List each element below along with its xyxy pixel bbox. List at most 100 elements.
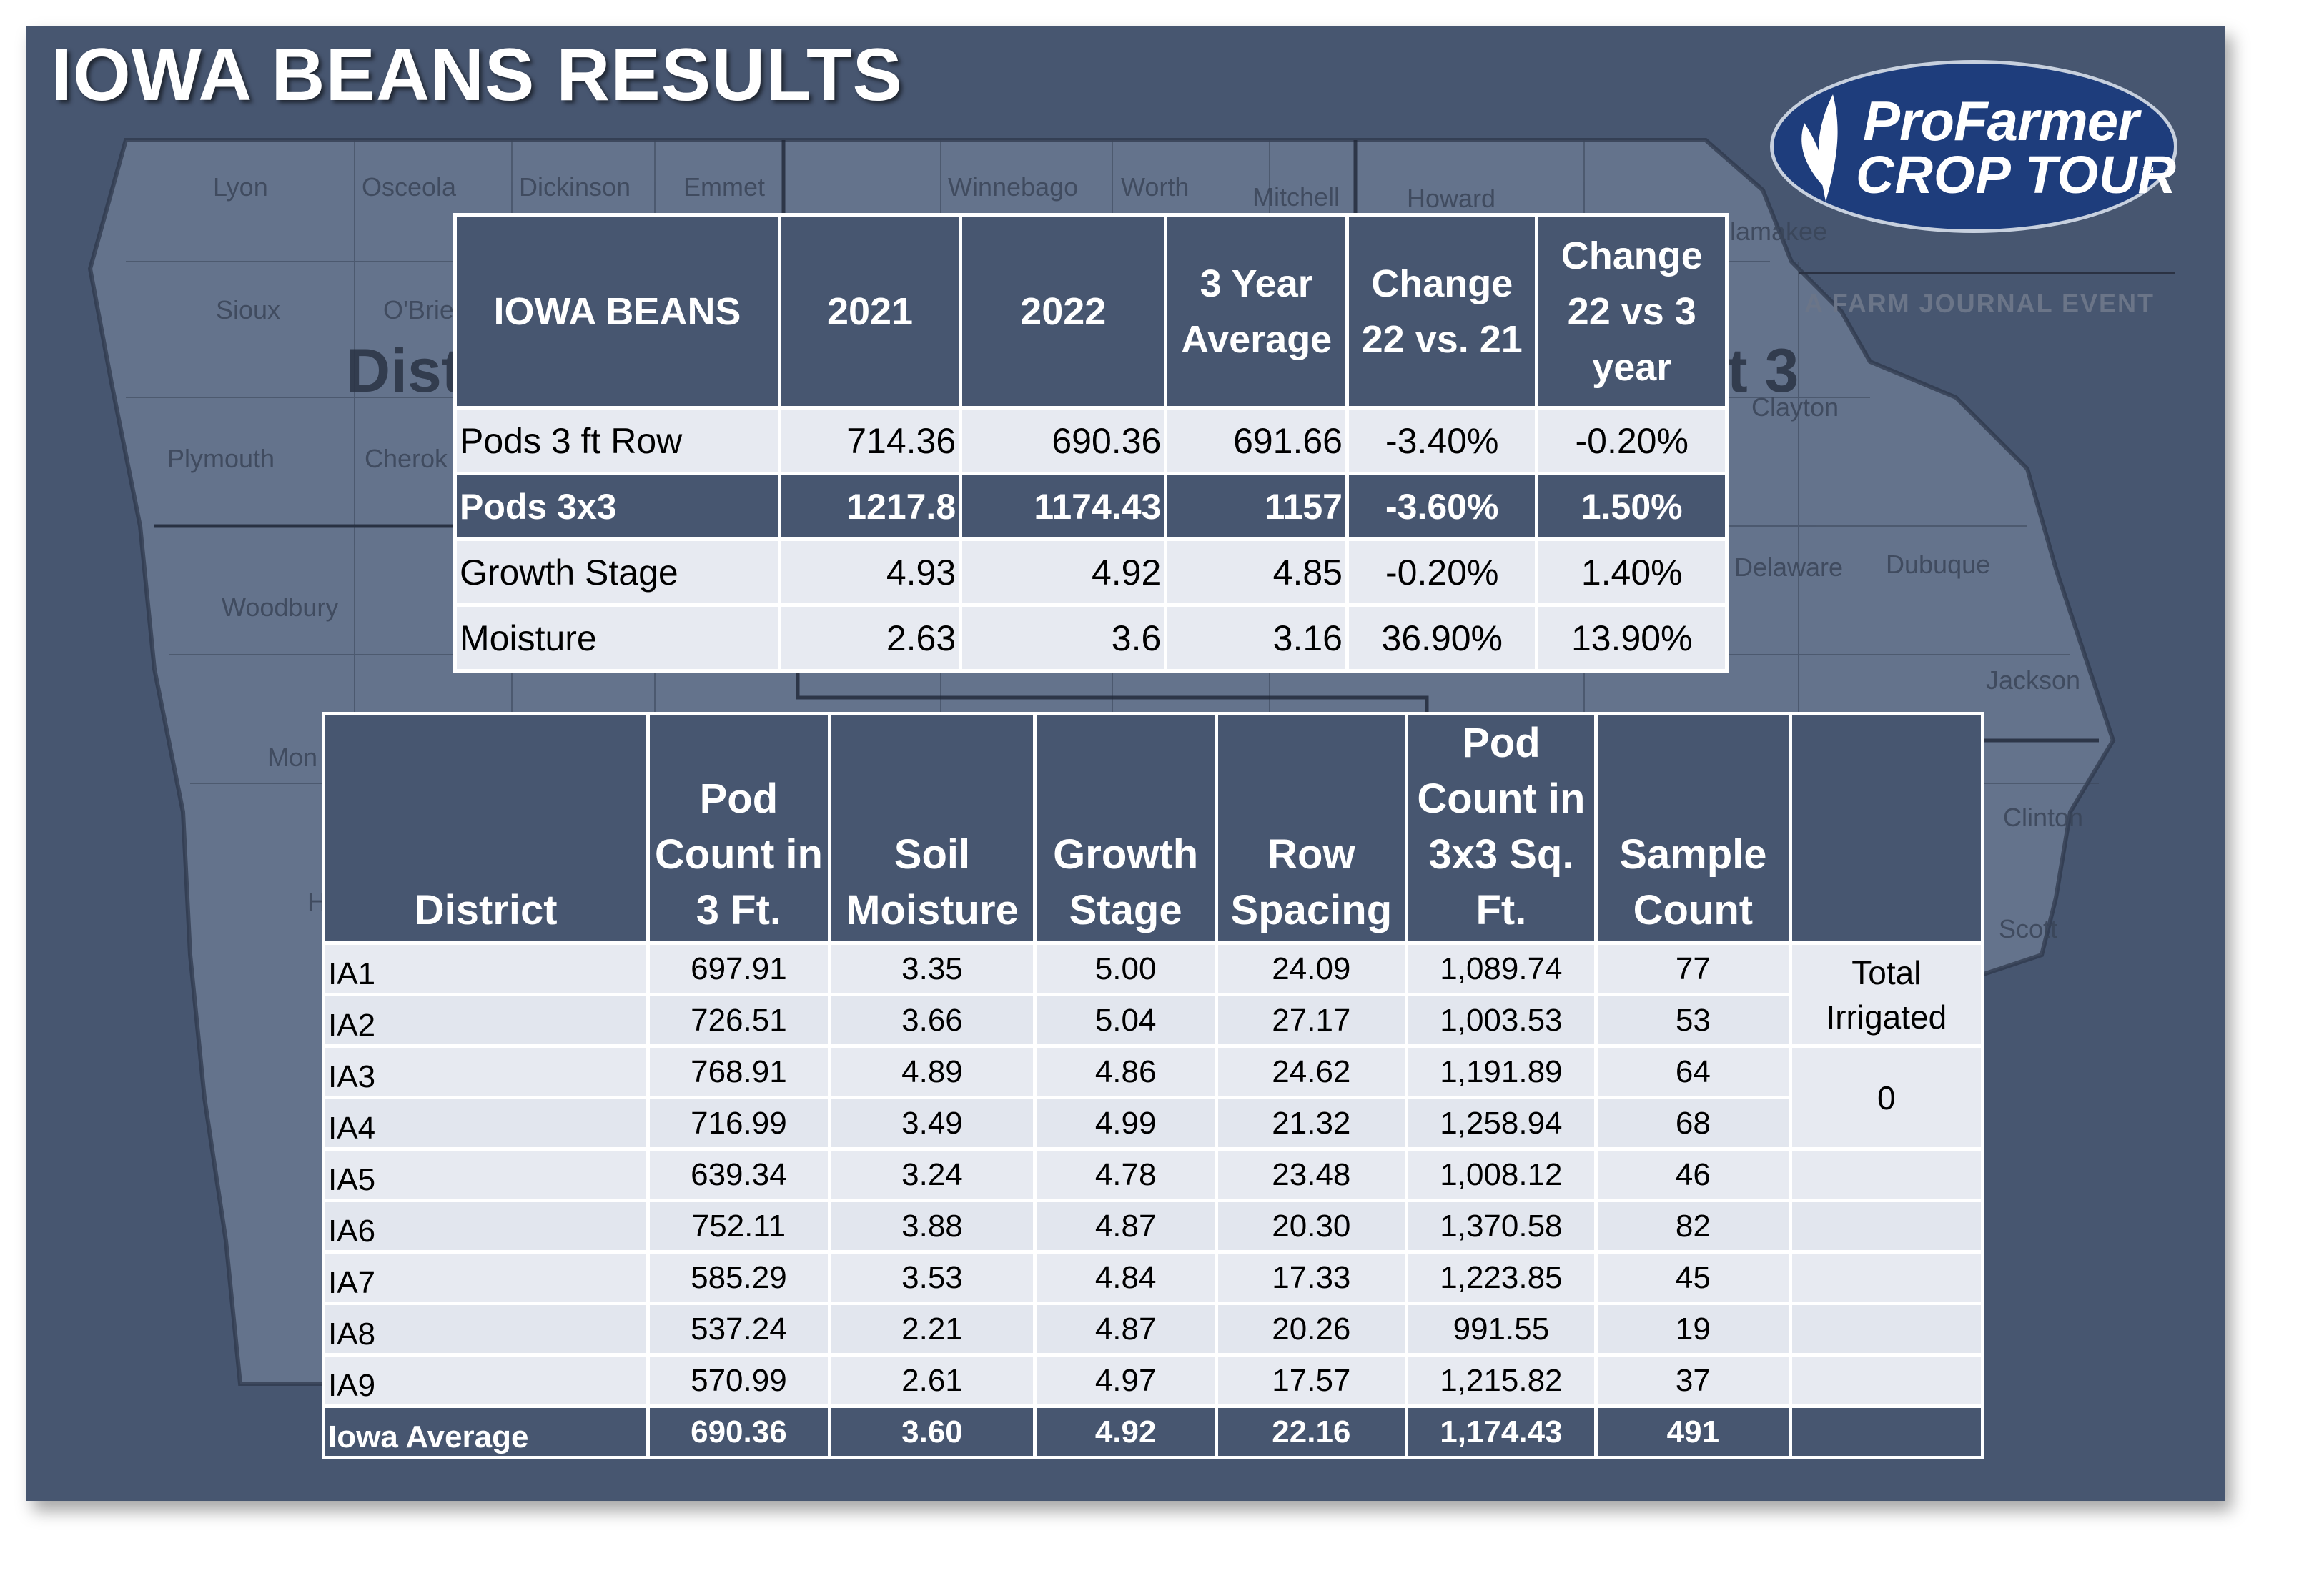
district-cell: 46 <box>1594 1147 1792 1202</box>
side-cell-empty <box>1788 1302 1985 1357</box>
county-label: Winnebago <box>948 172 1078 202</box>
district-header: Pod Count in 3 Ft. <box>646 712 831 945</box>
district-table: District Pod Count in 3 Ft. Soil Moistur… <box>321 712 1985 1459</box>
average-cell: 1,174.43 <box>1404 1404 1598 1459</box>
district-header: Sample Count <box>1594 712 1792 945</box>
district-header: Row Spacing <box>1214 712 1408 945</box>
district-label: t 3 <box>1727 337 1799 405</box>
district-cell: 1,003.53 <box>1404 993 1598 1048</box>
county-label: Delaware <box>1734 552 1843 582</box>
district-name: IA7 <box>321 1250 651 1305</box>
county-label: Plymouth <box>167 444 275 473</box>
district-row: IA6 752.11 3.88 4.87 20.30 1,370.58 82 <box>321 1199 1985 1254</box>
summary-header: IOWA BEANS <box>453 213 781 410</box>
district-header: Soil Moisture <box>827 712 1037 945</box>
district-cell: 77 <box>1594 941 1792 996</box>
district-row: IA3 768.91 4.89 4.86 24.62 1,191.89 64 0 <box>321 1044 1985 1151</box>
district-cell: 24.09 <box>1214 941 1408 996</box>
summary-row: Moisture 2.63 3.6 3.16 36.90% 13.90% <box>453 603 1729 673</box>
district-row: IA5 639.34 3.24 4.78 23.48 1,008.12 46 <box>321 1147 1985 1202</box>
district-header-row: District Pod Count in 3 Ft. Soil Moistur… <box>321 712 1985 945</box>
district-cell: 991.55 <box>1404 1302 1598 1357</box>
logo-text-crop-tour: CROP TOUR <box>1856 145 2177 204</box>
district-row: IA7 585.29 3.53 4.84 17.33 1,223.85 45 <box>321 1250 1985 1305</box>
district-cell: 1,370.58 <box>1404 1199 1598 1254</box>
summary-row-label: Pods 3x3 <box>453 472 781 541</box>
county-label: Jackson <box>1986 665 2080 695</box>
summary-cell: 36.90% <box>1345 603 1539 673</box>
summary-cell: 1217.8 <box>777 472 963 541</box>
summary-cell: 3.16 <box>1164 603 1349 673</box>
summary-cell: 4.92 <box>959 537 1168 607</box>
district-cell: 570.99 <box>646 1353 831 1408</box>
summary-header-row: IOWA BEANS 2021 2022 3 Year Average Chan… <box>453 213 1729 410</box>
summary-cell: 13.90% <box>1535 603 1729 673</box>
district-row: IA1 697.91 3.35 5.00 24.09 1,089.74 77 Total Ir… <box>321 941 1985 1048</box>
district-cell: 20.30 <box>1214 1199 1408 1254</box>
summary-row-label: Growth Stage <box>453 537 781 607</box>
district-name: IA4 <box>321 1096 651 1151</box>
leaf-icon <box>1801 94 1838 202</box>
county-label: Lyon <box>213 172 268 202</box>
district-header <box>1788 712 1985 945</box>
average-cell: 3.60 <box>827 1404 1037 1459</box>
district-cell: 21.32 <box>1214 1096 1408 1151</box>
district-cell: 726.51 <box>646 993 831 1048</box>
district-cell: 2.21 <box>827 1302 1037 1357</box>
district-name: IA2 <box>321 993 651 1048</box>
district-cell: 1,089.74 <box>1404 941 1598 996</box>
county-label: Worth <box>1121 172 1189 202</box>
district-cell: 53 <box>1594 993 1792 1048</box>
district-cell: 4.86 <box>1033 1044 1218 1099</box>
summary-header: 2021 <box>777 213 963 410</box>
district-cell: 27.17 <box>1214 993 1408 1048</box>
summary-header: 3 Year Average <box>1164 213 1349 410</box>
logo-subtitle: A FARM JOURNAL EVENT <box>1804 289 2155 318</box>
logo-oval <box>1770 60 2177 233</box>
county-label: Scott <box>1999 914 2057 943</box>
district-cell: 45 <box>1594 1250 1792 1305</box>
district-cell: 1,008.12 <box>1404 1147 1598 1202</box>
summary-table: IOWA BEANS 2021 2022 3 Year Average Chan… <box>453 213 1729 673</box>
district-cell: 1,223.85 <box>1404 1250 1598 1305</box>
average-cell: 22.16 <box>1214 1404 1408 1459</box>
side-cell-empty <box>1788 1250 1985 1305</box>
district-cell: 1,215.82 <box>1404 1353 1598 1408</box>
district-cell: 3.35 <box>827 941 1037 996</box>
district-cell: 716.99 <box>646 1096 831 1151</box>
district-name: IA8 <box>321 1302 651 1357</box>
summary-cell: 4.85 <box>1164 537 1349 607</box>
district-cell: 5.00 <box>1033 941 1218 996</box>
district-header: Pod Count in 3x3 Sq. Ft. <box>1404 712 1598 945</box>
summary-row: Pods 3 ft Row 714.36 690.36 691.66 -3.40… <box>453 406 1729 475</box>
side-cell-empty <box>1788 1199 1985 1254</box>
district-cell: 4.87 <box>1033 1199 1218 1254</box>
page-title: IOWA BEANS RESULTS <box>51 34 903 117</box>
district-row: IA9 570.99 2.61 4.97 17.57 1,215.82 37 <box>321 1353 1985 1408</box>
summary-cell: 714.36 <box>777 406 963 475</box>
trademark-mark: ™ <box>2142 164 2155 179</box>
logo: ProFarmer CROP TOUR ™ A FARM JOURNAL EVE… <box>1770 60 2185 318</box>
summary-cell: 1.50% <box>1535 472 1729 541</box>
district-cell: 17.57 <box>1214 1353 1408 1408</box>
district-name: IA5 <box>321 1147 651 1202</box>
district-cell: 537.24 <box>646 1302 831 1357</box>
county-label: Woodbury <box>222 593 338 622</box>
district-cell: 37 <box>1594 1353 1792 1408</box>
county-label: Sioux <box>216 295 280 324</box>
district-cell: 4.89 <box>827 1044 1037 1099</box>
average-cell-empty <box>1788 1404 1985 1459</box>
district-cell: 3.24 <box>827 1147 1037 1202</box>
summary-row: Growth Stage 4.93 4.92 4.85 -0.20% 1.40% <box>453 537 1729 607</box>
average-cell: 491 <box>1594 1404 1792 1459</box>
district-cell: 585.29 <box>646 1250 831 1305</box>
summary-cell: -3.40% <box>1345 406 1539 475</box>
summary-cell: 1174.43 <box>959 472 1168 541</box>
district-name: IA9 <box>321 1353 651 1408</box>
summary-header: Change 22 vs. 21 <box>1345 213 1539 410</box>
summary-cell: 2.63 <box>777 603 963 673</box>
county-label: Emmet <box>683 172 765 202</box>
district-cell: 82 <box>1594 1199 1792 1254</box>
summary-header: Change 22 vs 3 year <box>1535 213 1729 410</box>
county-label: Osceola <box>362 172 457 202</box>
